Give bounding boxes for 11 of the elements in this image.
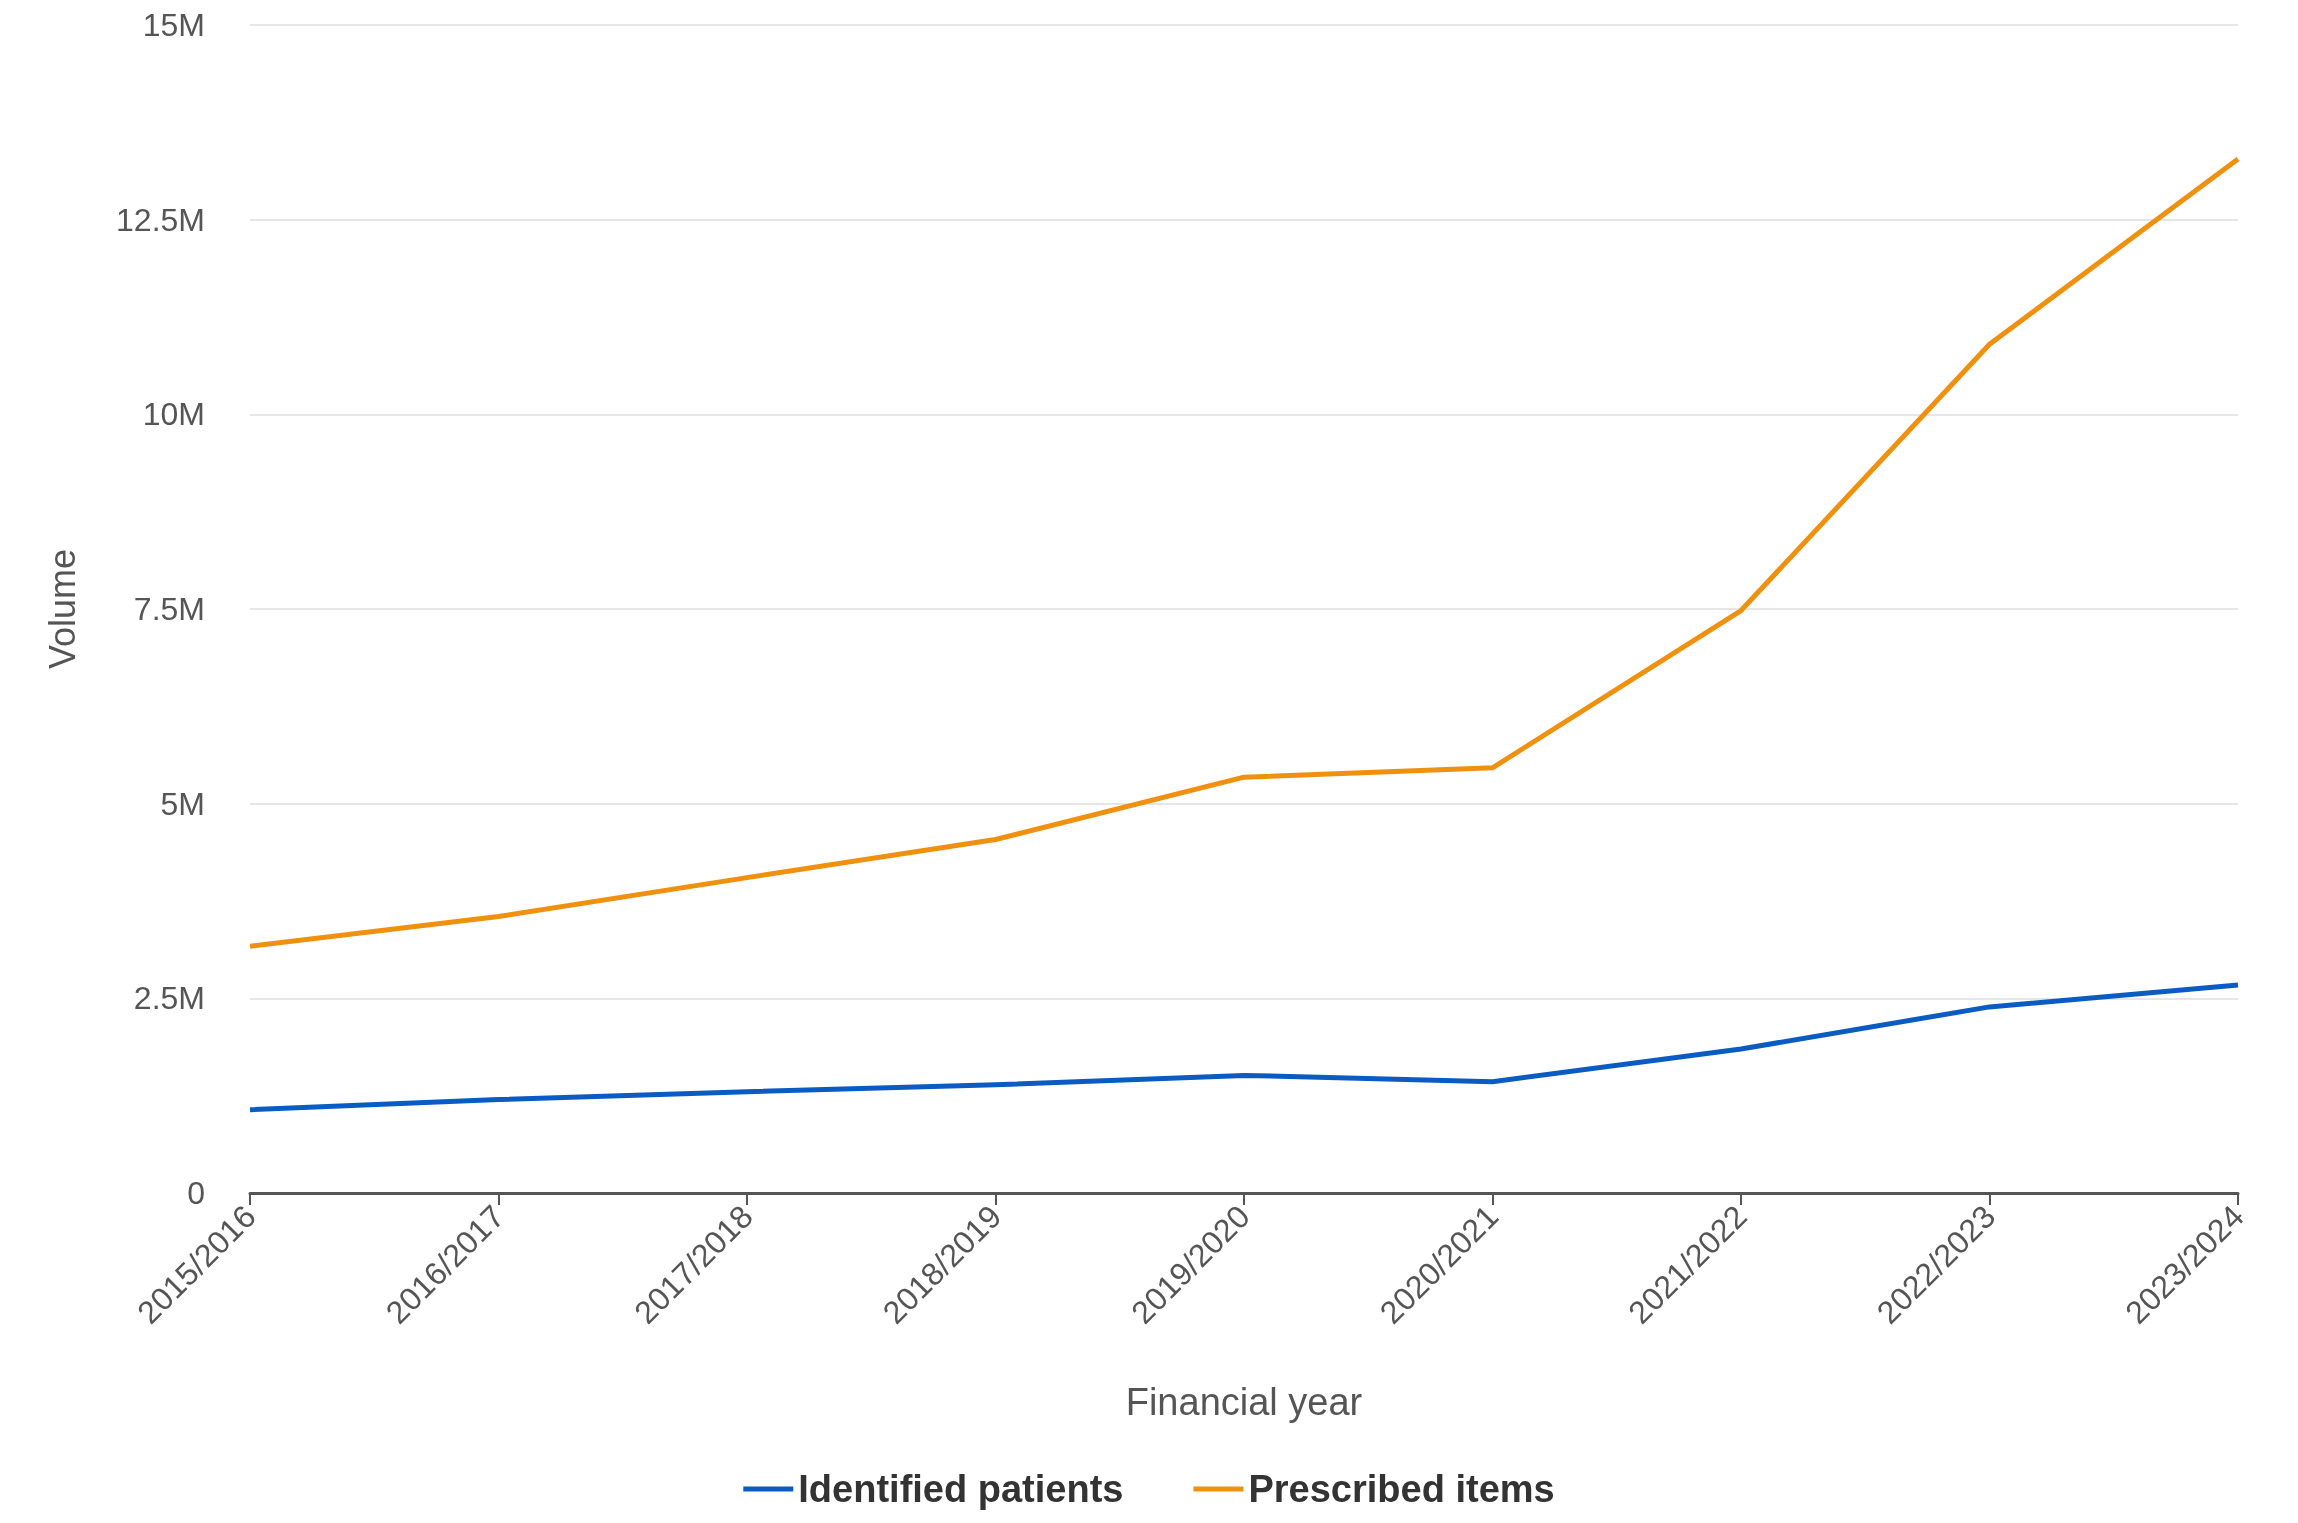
y-tick-label: 5M	[160, 785, 205, 822]
y-tick-label: 2.5M	[133, 980, 205, 1017]
y-tick-label: 7.5M	[133, 591, 205, 627]
y-axis-title: Volume	[41, 548, 83, 670]
y-tick-label: 15M	[142, 7, 205, 43]
legend-label: Prescribed items	[1248, 1468, 1555, 1510]
y-tick-label: 0	[187, 1175, 205, 1211]
y-tick-label: 12.5M	[116, 201, 205, 238]
legend-label: Identified patients	[798, 1468, 1124, 1510]
x-axis-title: Financial year	[1125, 1381, 1363, 1423]
y-tick-label: 10M	[142, 396, 205, 433]
